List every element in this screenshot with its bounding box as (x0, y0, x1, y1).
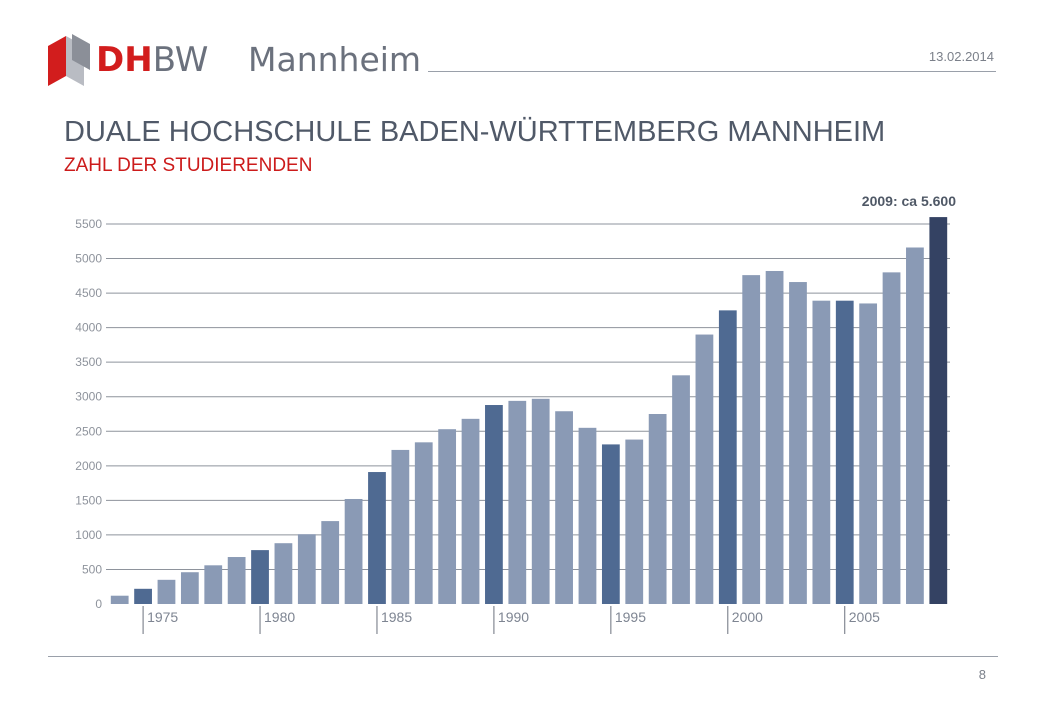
bar-1982 (297, 534, 316, 604)
bar-2000 (718, 310, 737, 604)
x-tick-label: 1995 (615, 609, 646, 625)
bar-1987 (414, 442, 433, 604)
x-tick-label: 1980 (264, 609, 295, 625)
y-tick-label: 5500 (75, 217, 102, 231)
bar-2005 (835, 300, 854, 604)
page-number: 8 (978, 667, 986, 682)
y-tick-label: 4000 (75, 321, 102, 335)
y-tick-label: 0 (95, 597, 102, 611)
bar-2009 (929, 217, 948, 604)
bar-2006 (859, 303, 878, 604)
bar-2007 (882, 272, 901, 604)
bar-1997 (648, 414, 667, 604)
bar-2002 (765, 270, 784, 604)
x-tick-label: 1990 (498, 609, 529, 625)
bar-1996 (625, 439, 644, 604)
footer-divider (48, 656, 998, 657)
bar-1998 (672, 375, 690, 604)
bar-1984 (344, 498, 363, 604)
bar-1993 (555, 411, 573, 604)
bar-1989 (461, 418, 480, 604)
brand-wordmark: DHBW (96, 40, 208, 80)
bar-1974 (110, 595, 129, 604)
bar-1999 (695, 334, 714, 604)
bar-1990 (485, 405, 503, 604)
bar-1995 (601, 444, 620, 604)
y-tick-label: 5000 (75, 252, 102, 266)
y-tick-label: 1500 (75, 493, 102, 507)
bar-2001 (742, 275, 761, 604)
y-tick-label: 3500 (75, 355, 102, 369)
bar-1977 (180, 572, 199, 604)
y-tick-label: 1000 (75, 528, 102, 542)
bar-1986 (391, 449, 410, 604)
bar-1988 (438, 429, 457, 604)
x-tick-label: 2005 (849, 609, 880, 625)
brand-bw: BW (152, 40, 209, 80)
bar-1975 (134, 588, 152, 604)
y-tick-label: 4500 (75, 286, 102, 300)
page-subtitle: ZAHL DER STUDIERENDEN (64, 155, 313, 176)
x-tick-label: 1975 (147, 609, 178, 625)
x-tick-label: 2000 (732, 609, 763, 625)
bar-1981 (274, 543, 293, 604)
y-tick-label: 3000 (75, 390, 102, 404)
bar-2008 (906, 247, 924, 604)
bar-1978 (204, 565, 223, 604)
page-title: DUALE HOCHSCHULE BADEN-WÜRTTEMBERG MANNH… (64, 116, 886, 148)
y-tick-label: 2000 (75, 459, 102, 473)
bar-1985 (368, 472, 386, 604)
bar-1994 (578, 427, 597, 604)
x-tick-label: 1985 (381, 609, 412, 625)
bar-1992 (531, 398, 550, 604)
bar-1983 (321, 521, 340, 604)
bar-2004 (812, 300, 831, 604)
bar-1979 (227, 557, 246, 604)
campus-name: Mannheim (248, 40, 422, 79)
bar-1980 (251, 550, 269, 604)
y-tick-label: 2500 (75, 424, 102, 438)
y-tick-label: 500 (82, 562, 102, 576)
dhbw-logo-icon (48, 34, 90, 86)
brand-dh: DH (96, 40, 153, 80)
bar-1976 (157, 579, 176, 604)
bar-annotation: 2009: ca 5.600 (862, 193, 956, 209)
header-divider (428, 71, 996, 72)
bar-1991 (508, 400, 527, 604)
bar-2003 (789, 282, 807, 604)
header-date: 13.02.2014 (928, 49, 994, 64)
